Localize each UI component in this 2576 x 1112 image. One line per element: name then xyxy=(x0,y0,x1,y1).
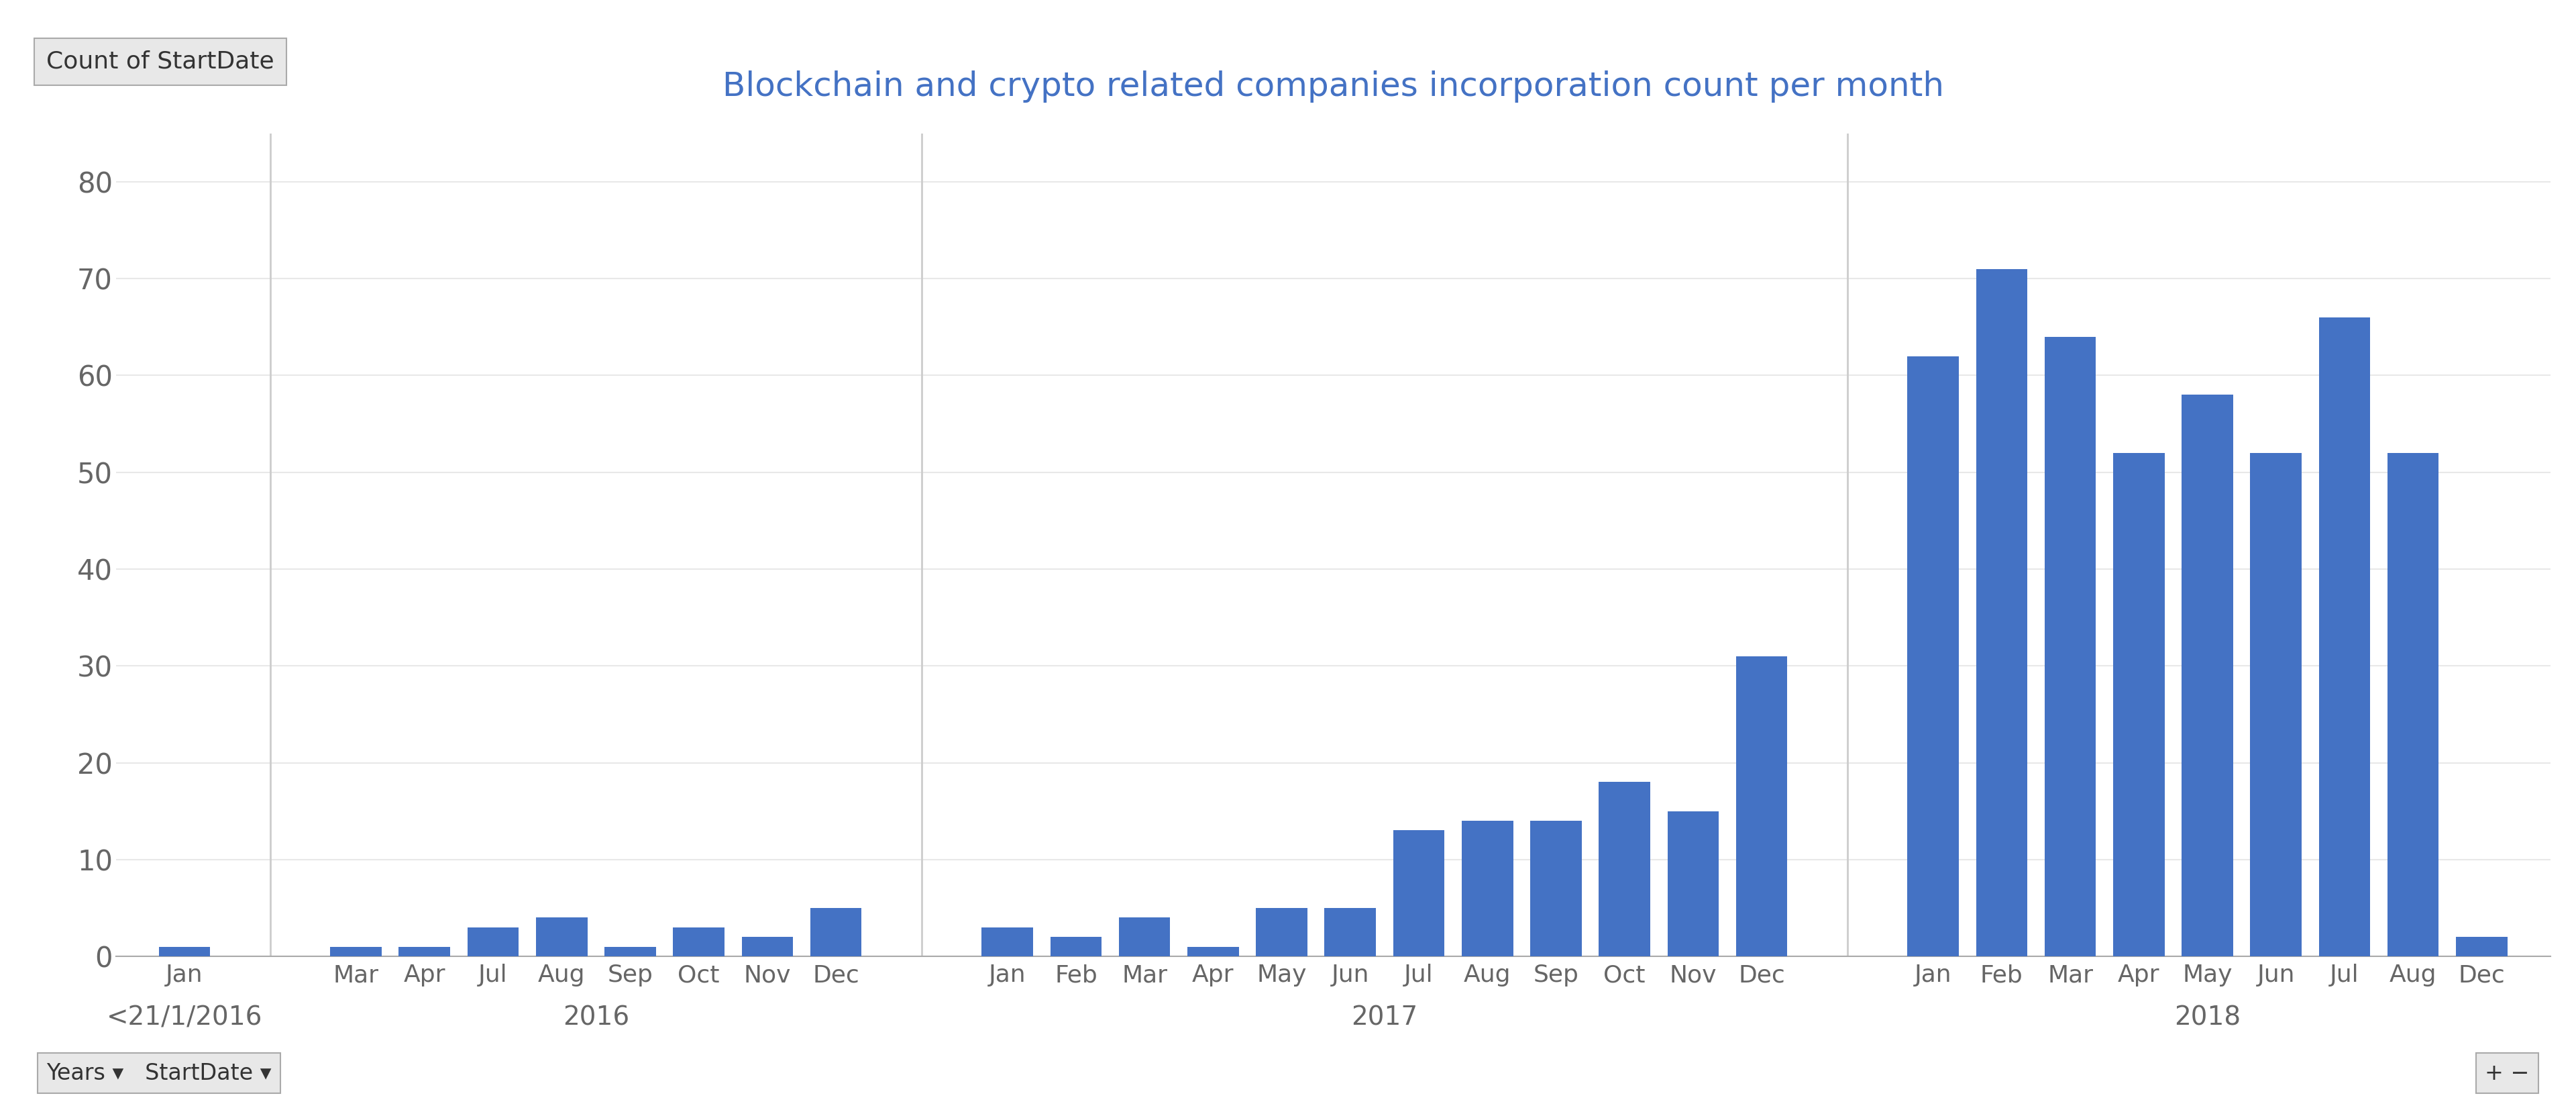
Bar xyxy=(1461,821,1512,956)
Text: Years ▾   StartDate ▾: Years ▾ StartDate ▾ xyxy=(46,1062,270,1084)
Bar xyxy=(536,917,587,956)
Bar xyxy=(1530,821,1582,956)
Text: Count of StartDate: Count of StartDate xyxy=(46,50,273,73)
Bar xyxy=(742,937,793,956)
Title: Blockchain and crypto related companies incorporation count per month: Blockchain and crypto related companies … xyxy=(721,71,1945,103)
Bar xyxy=(811,907,860,956)
Bar xyxy=(2455,937,2506,956)
Bar xyxy=(2045,337,2097,956)
Bar xyxy=(466,927,518,956)
Bar xyxy=(2318,317,2370,956)
Bar xyxy=(1906,356,1958,956)
Bar xyxy=(2388,453,2439,956)
Text: 2018: 2018 xyxy=(2174,1005,2241,1031)
Bar xyxy=(981,927,1033,956)
Text: + −: + − xyxy=(2486,1062,2530,1084)
Bar xyxy=(1324,907,1376,956)
Bar xyxy=(1188,946,1239,956)
Bar xyxy=(672,927,724,956)
Bar xyxy=(1976,269,2027,956)
Bar xyxy=(2182,395,2233,956)
Bar xyxy=(2112,453,2164,956)
Bar xyxy=(1600,782,1651,956)
Bar xyxy=(1394,831,1445,956)
Bar xyxy=(1736,656,1788,956)
Bar xyxy=(605,946,657,956)
Text: 2017: 2017 xyxy=(1352,1005,1417,1031)
Text: 2016: 2016 xyxy=(562,1005,629,1031)
Text: <21/1/2016: <21/1/2016 xyxy=(106,1005,263,1031)
Bar xyxy=(399,946,451,956)
Bar xyxy=(330,946,381,956)
Bar xyxy=(1257,907,1309,956)
Bar xyxy=(1051,937,1103,956)
Bar xyxy=(1667,811,1718,956)
Bar xyxy=(1118,917,1170,956)
Bar xyxy=(2251,453,2303,956)
Bar xyxy=(160,946,211,956)
